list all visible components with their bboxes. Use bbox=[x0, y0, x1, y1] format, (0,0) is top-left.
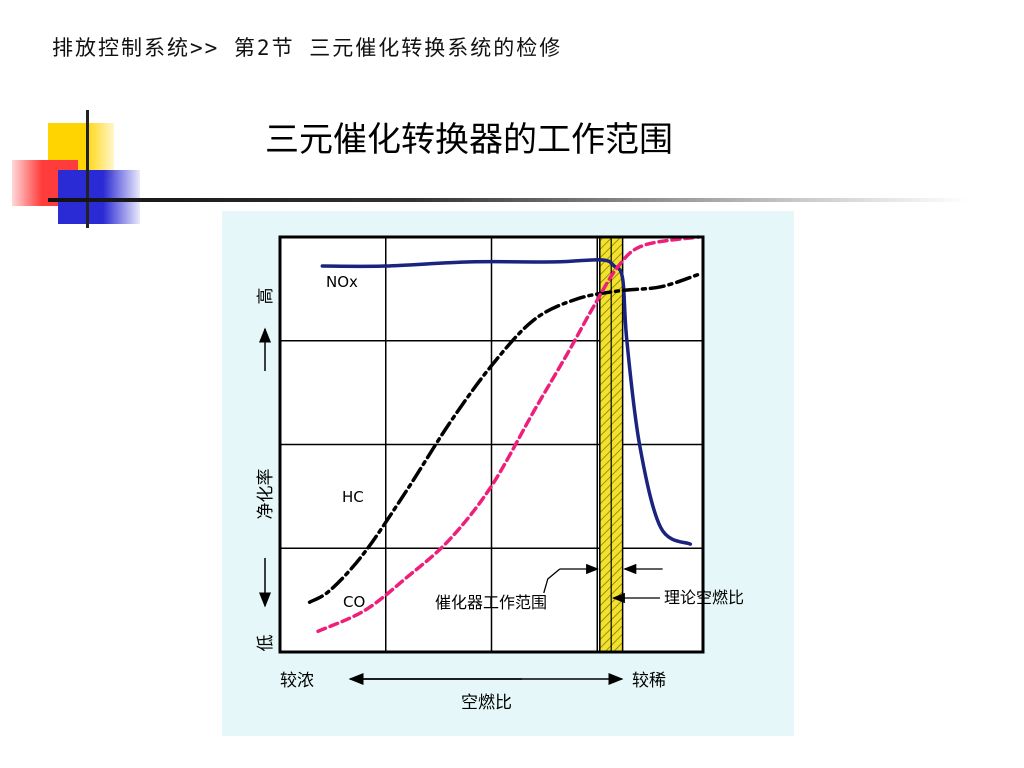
page-title: 三元催化转换器的工作范围 bbox=[265, 120, 673, 160]
series-label-hc: HC bbox=[342, 488, 364, 506]
series-label-co: CO bbox=[343, 593, 365, 611]
breadcrumb: 排放控制系统>> 第2节 三元催化转换系统的检修 bbox=[52, 36, 563, 60]
decor-blue-square bbox=[58, 170, 140, 224]
series-line-hc bbox=[307, 272, 701, 604]
operating-range-label: 催化器工作范围 bbox=[435, 593, 547, 612]
range-leader bbox=[543, 568, 561, 594]
operating-range-band bbox=[599, 236, 624, 653]
operating-range-annotation bbox=[543, 563, 663, 604]
catalyst-efficiency-chart: NOx HC CO 催化器工作范围 理论空燃比 较浓 较稀 空燃比 净化率 高 … bbox=[222, 211, 794, 736]
decor-vertical-line bbox=[86, 110, 89, 228]
y-axis-title: 净化率 bbox=[256, 469, 276, 520]
series-line-nox bbox=[320, 257, 693, 546]
y-tick-low: 低 bbox=[256, 635, 276, 652]
title-divider-line bbox=[48, 198, 968, 202]
chart-curves bbox=[307, 235, 701, 633]
stoichiometric-label: 理论空燃比 bbox=[664, 588, 744, 607]
x-axis-title: 空燃比 bbox=[461, 693, 512, 713]
y-tick-high: 高 bbox=[256, 288, 276, 305]
plot-frame bbox=[278, 235, 705, 654]
chart-grid bbox=[280, 237, 703, 652]
series-label-nox: NOx bbox=[326, 273, 358, 291]
x-tick-lean: 较稀 bbox=[632, 671, 666, 691]
series-line-co bbox=[316, 235, 701, 633]
x-tick-rich: 较浓 bbox=[280, 671, 314, 691]
